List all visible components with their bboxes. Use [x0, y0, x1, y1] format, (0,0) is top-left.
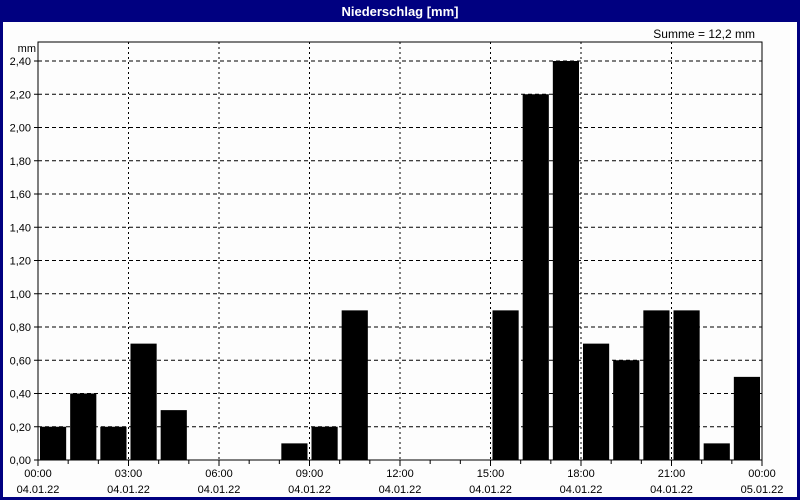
- bar-hour-18: [583, 343, 610, 460]
- sum-label: Summe = 12,2 mm: [653, 27, 755, 41]
- x-tick-date: 04.01.22: [650, 484, 693, 496]
- bar-hour-1: [70, 393, 97, 460]
- window-titlebar: Niederschlag [mm]: [0, 0, 800, 22]
- y-tick-label: 1,60: [10, 189, 31, 201]
- bar-hour-22: [703, 443, 730, 460]
- y-tick-label: 0,00: [10, 455, 31, 467]
- x-tick-date: 04.01.22: [379, 484, 422, 496]
- bar-hour-17: [552, 61, 579, 460]
- x-tick-date: 04.01.22: [469, 484, 512, 496]
- y-tick-label: 2,40: [10, 56, 31, 68]
- y-tick-label: 0,20: [10, 422, 31, 434]
- y-tick-label: 1,00: [10, 289, 31, 301]
- x-tick-date: 05.01.22: [741, 484, 784, 496]
- bar-hour-19: [613, 360, 640, 460]
- y-tick-label: 0,80: [10, 322, 31, 334]
- x-tick-time: 00:00: [748, 468, 776, 480]
- x-tick-time: 09:00: [296, 468, 324, 480]
- x-tick-time: 03:00: [115, 468, 143, 480]
- bar-hour-8: [281, 443, 308, 460]
- x-tick-date: 04.01.22: [560, 484, 603, 496]
- window-title: Niederschlag [mm]: [341, 3, 459, 19]
- y-tick-label: 0,60: [10, 355, 31, 367]
- x-tick-time: 12:00: [386, 468, 414, 480]
- x-tick-date: 04.01.22: [17, 484, 60, 496]
- y-tick-label: 1,20: [10, 256, 31, 268]
- x-tick-time: 18:00: [567, 468, 595, 480]
- bar-hour-23: [733, 376, 760, 460]
- bar-hour-4: [160, 410, 187, 460]
- chart-content: Summe = 12,2 mm 0,00 0,20 0,40 0,60 0,80 1,00…: [3, 22, 797, 497]
- x-tick-date: 04.01.22: [107, 484, 150, 496]
- y-tick-label: 0,40: [10, 389, 31, 401]
- x-tick-date: 04.01.22: [198, 484, 241, 496]
- y-tick-label: 1,40: [10, 222, 31, 234]
- x-tick-time: 06:00: [205, 468, 233, 480]
- bar-hour-21: [673, 310, 700, 460]
- bar-hour-15: [492, 310, 519, 460]
- x-tick-time: 21:00: [658, 468, 686, 480]
- y-tick-label: 2,00: [10, 123, 31, 135]
- y-tick-label: 2,20: [10, 89, 31, 101]
- bar-hour-20: [643, 310, 670, 460]
- x-tick-time: 00:00: [24, 468, 52, 480]
- x-tick-date: 04.01.22: [288, 484, 331, 496]
- precipitation-chart: 0,00 0,20 0,40 0,60 0,80 1,00 1,20 1,40 1,60 1,80…: [10, 41, 784, 496]
- bar-hour-10: [341, 310, 368, 460]
- bar-hour-0: [40, 426, 67, 460]
- y-axis-unit-label: mm: [18, 43, 36, 55]
- bar-hour-9: [311, 426, 338, 460]
- bar-hour-2: [100, 426, 127, 460]
- x-tick-time: 15:00: [477, 468, 505, 480]
- bar-hour-16: [522, 94, 549, 460]
- bar-hour-3: [130, 343, 157, 460]
- y-tick-label: 1,80: [10, 156, 31, 168]
